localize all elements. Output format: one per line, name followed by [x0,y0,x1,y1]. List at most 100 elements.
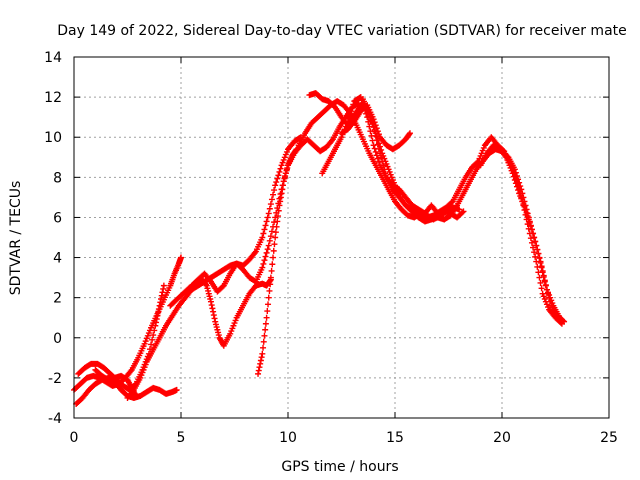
data-point [268,196,275,203]
data-point [511,177,518,184]
data-point [515,187,522,194]
data-point [274,175,281,182]
data-point [265,301,272,308]
data-point [368,116,375,123]
data-point [262,320,269,327]
data-point [536,255,543,262]
data-point [261,332,268,339]
y-tick-label: 2 [53,291,62,307]
data-point [275,207,282,214]
data-point [347,111,354,118]
series-track-14 [92,366,140,399]
data-point [259,234,266,241]
data-point [271,241,278,248]
data-point [151,327,158,334]
data-point [538,285,545,292]
data-point [259,264,266,271]
data-point [375,140,382,147]
data-point [509,170,516,177]
y-tick-labels: -4 -2 0 2 4 6 8 10 12 14 [44,50,62,427]
x-tick-label: 10 [279,430,297,446]
data-point [267,274,274,281]
data-point [275,172,282,179]
plot-frame [73,56,610,419]
data-point [260,260,267,267]
data-point [368,132,375,139]
data-point [133,392,140,399]
data-point [539,269,546,276]
x-tick-label: 5 [177,430,186,446]
data-point [345,114,352,121]
data-point [267,281,274,288]
x-tick-label: 0 [70,430,79,446]
data-point [209,305,216,312]
series-track-13 [477,142,565,323]
data-point [533,258,540,265]
x-tick-labels: 0 5 10 15 20 25 [70,430,618,446]
data-point [262,253,269,260]
data-point [369,120,376,127]
data-point [540,273,547,280]
data-point [279,186,286,193]
data-point [274,218,281,225]
data-point [272,229,279,236]
data-point [263,314,270,321]
data-point [275,213,282,220]
data-point [377,143,384,150]
data-point [546,294,553,301]
data-point [256,364,263,371]
y-tick-label: 4 [53,251,62,267]
data-point [265,294,272,301]
data-point [271,187,278,194]
y-tick-label: -4 [48,411,62,427]
data-point [534,246,541,253]
data-point [527,223,534,230]
data-point [558,316,565,323]
y-tick-label: -2 [48,371,62,387]
data-point [371,145,378,152]
data-point [259,350,266,357]
data-point [202,281,209,288]
data-point [545,290,552,297]
data-point [276,168,283,175]
data-point [263,249,270,256]
data-point [510,173,517,180]
data-series [71,90,568,407]
data-point [350,101,357,108]
data-point [152,322,159,329]
data-point [370,123,377,130]
data-point [365,118,372,125]
data-point [158,292,165,299]
data-point [160,285,167,292]
data-point [149,336,156,343]
data-point [173,386,180,393]
data-point [156,302,163,309]
data-point [537,279,544,286]
data-point [148,341,155,348]
data-point [460,208,467,215]
data-point [542,282,549,289]
data-point [277,194,284,201]
data-point [524,213,531,220]
data-point [178,254,184,261]
data-point [258,354,265,361]
data-point [533,242,540,249]
data-point [370,142,377,149]
data-point [541,278,548,285]
data-point [266,205,273,212]
data-point [349,104,356,111]
data-point [531,249,538,256]
data-point [535,250,542,257]
data-point [157,299,164,306]
data-point [207,298,214,305]
data-point [378,146,385,153]
data-point [266,287,273,294]
data-point [369,137,376,144]
data-point [262,222,269,229]
data-point [375,158,382,165]
data-point [159,289,166,296]
data-point [211,315,218,322]
data-point [210,308,217,315]
y-tick-label: 14 [44,50,62,66]
